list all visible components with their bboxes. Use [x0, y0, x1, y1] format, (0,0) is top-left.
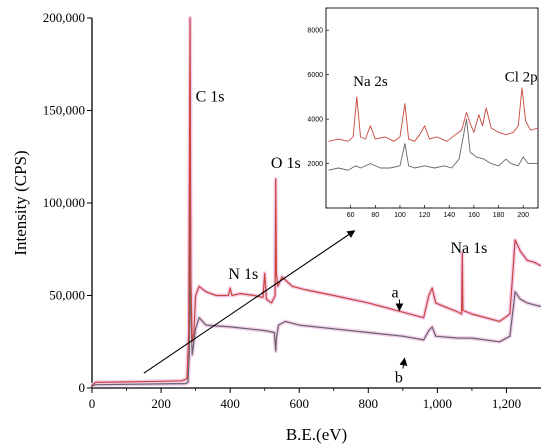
- series-label-a: a: [391, 284, 398, 301]
- inset-y-tick-label: 4000: [307, 117, 323, 124]
- y-tick-label: 200,000: [43, 10, 85, 25]
- x-tick-label: 1,200: [492, 396, 521, 411]
- inset-y-tick-label: 2000: [307, 161, 323, 168]
- inset-x-tick-label: 200: [517, 212, 529, 219]
- inset-x-tick-label: 160: [468, 212, 480, 219]
- peak-label: O 1s: [271, 155, 301, 172]
- inset-x-tick-label: 60: [347, 212, 355, 219]
- peak-label: N 1s: [228, 266, 258, 283]
- inset-x-tick-label: 80: [371, 212, 379, 219]
- inset-pointer-arrow: [143, 230, 356, 374]
- inset-x-tick-label: 140: [443, 212, 455, 219]
- inset-x-tick-label: 100: [394, 212, 406, 219]
- y-axis-label: Intensity (CPS): [11, 150, 30, 255]
- series-a-line: [91, 17, 542, 386]
- main-annotations: C 1s O 1s N 1s Na 1s a b: [143, 88, 488, 386]
- y-tick-label: 50,000: [49, 288, 85, 303]
- inset-series-a-line: [328, 87, 539, 142]
- y-tick-label: 0: [79, 380, 86, 395]
- main-series-group: [90, 16, 542, 388]
- inset-y-tick-label: 6000: [307, 72, 323, 79]
- series-label-b: b: [395, 369, 403, 386]
- inset-peak-label: Cl 2p: [505, 69, 538, 85]
- x-tick-label: 200: [151, 396, 171, 411]
- x-tick-label: 600: [289, 396, 309, 411]
- inset-x-tick-label: 120: [419, 212, 431, 219]
- inset-frame: [325, 7, 539, 209]
- x-tick-label: 400: [220, 396, 240, 411]
- main-axes: 0 200 400 600 800 1,000 1,200 0 50,000 100,000 150…: [43, 10, 541, 411]
- inset-y-tick-label: 8000: [307, 28, 323, 35]
- y-tick-label: 100,000: [43, 195, 85, 210]
- inset-chart: 60 80 100 120 140 160 180 200 2000 4000 6000 8000 Na…: [307, 7, 539, 219]
- y-tick-label: 150,000: [43, 103, 85, 118]
- x-tick-label: 800: [359, 396, 379, 411]
- peak-label: C 1s: [196, 88, 225, 105]
- series-b-line: [91, 72, 542, 387]
- inset-series-b-line: [328, 118, 538, 171]
- peak-label: Na 1s: [451, 240, 488, 257]
- inset-peak-label: Na 2s: [353, 74, 388, 90]
- inset-x-tick-label: 180: [493, 212, 505, 219]
- x-tick-label: 0: [89, 396, 96, 411]
- series-label-arrow: [399, 357, 408, 369]
- x-tick-label: 1,000: [423, 396, 452, 411]
- x-axis-label: B.E.(eV): [286, 425, 347, 444]
